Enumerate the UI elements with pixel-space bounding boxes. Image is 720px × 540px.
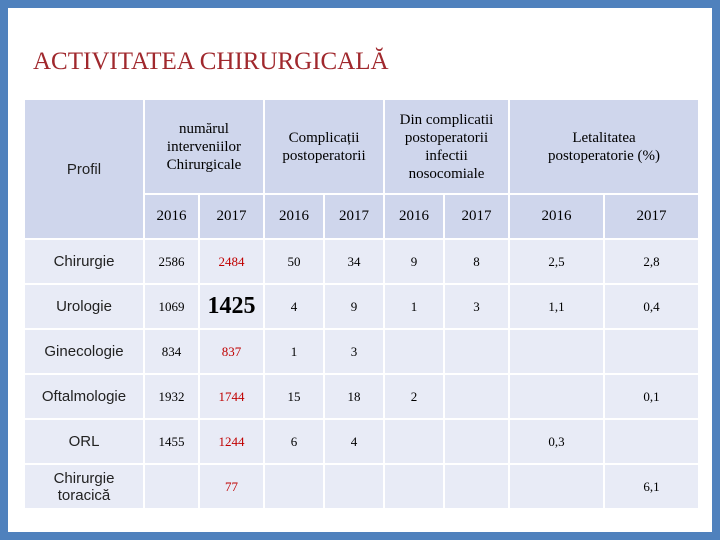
header-cell: Profil (25, 100, 145, 240)
table-cell: 6 (265, 420, 325, 465)
table-cell: 3 (325, 330, 385, 375)
row-label: Ginecologie (25, 330, 145, 375)
table-cell: 77 (200, 465, 265, 510)
table-cell: 6,1 (605, 465, 700, 510)
year-cell: 2016 (385, 195, 445, 240)
table-cell (265, 465, 325, 510)
row-label: Oftalmologie (25, 375, 145, 420)
table-cell (605, 330, 700, 375)
table-cell: 9 (385, 240, 445, 285)
table-cell: 1069 (145, 285, 200, 330)
table-cell: 18 (325, 375, 385, 420)
year-cell: 2017 (605, 195, 700, 240)
table-cell: 1244 (200, 420, 265, 465)
table-cell (145, 465, 200, 510)
table-cell: 34 (325, 240, 385, 285)
table-cell (510, 465, 605, 510)
table-cell (385, 465, 445, 510)
table-cell (445, 330, 510, 375)
table-cell: 1932 (145, 375, 200, 420)
year-cell: 2016 (265, 195, 325, 240)
table-cell (385, 420, 445, 465)
table-cell: 837 (200, 330, 265, 375)
table-cell (445, 420, 510, 465)
table-cell: 3 (445, 285, 510, 330)
year-cell: 2016 (510, 195, 605, 240)
table-cell (605, 420, 700, 465)
table-cell: 2586 (145, 240, 200, 285)
table-cell: 0,4 (605, 285, 700, 330)
table-cell: 1,1 (510, 285, 605, 330)
year-cell: 2017 (445, 195, 510, 240)
table-cell: 834 (145, 330, 200, 375)
table-cell: 0,1 (605, 375, 700, 420)
table-cell (445, 375, 510, 420)
row-label: Chirurgie toracică (25, 465, 145, 510)
slide-title: ACTIVITATEA CHIRURGICALĂ (33, 48, 389, 75)
year-cell: 2016 (145, 195, 200, 240)
row-label: Chirurgie (25, 240, 145, 285)
table-cell: 0,3 (510, 420, 605, 465)
table-cell: 1 (385, 285, 445, 330)
year-cell: 2017 (325, 195, 385, 240)
year-cell: 2017 (200, 195, 265, 240)
table-cell: 2,5 (510, 240, 605, 285)
slide: ACTIVITATEA CHIRURGICALĂ Profil numărul i… (8, 8, 712, 532)
table-cell: 8 (445, 240, 510, 285)
table-cell: 1455 (145, 420, 200, 465)
table-cell: 1 (265, 330, 325, 375)
table-cell: 2,8 (605, 240, 700, 285)
table-cell (385, 330, 445, 375)
table-cell (445, 465, 510, 510)
header-cell: Letalitatea postoperatorie (%) (510, 100, 700, 195)
table-cell: 1744 (200, 375, 265, 420)
table-cell (510, 330, 605, 375)
row-label: ORL (25, 420, 145, 465)
table-cell: 4 (325, 420, 385, 465)
table-cell: 4 (265, 285, 325, 330)
header-cell: Complicații postoperatorii (265, 100, 385, 195)
header-cell: numărul interveniilor Chirurgicale (145, 100, 265, 195)
row-label: Urologie (25, 285, 145, 330)
table-cell (510, 375, 605, 420)
table-cell: 9 (325, 285, 385, 330)
table-cell: 15 (265, 375, 325, 420)
table-cell (325, 465, 385, 510)
table-cell: 1425 (200, 285, 265, 330)
table-cell: 2 (385, 375, 445, 420)
table-cell: 2484 (200, 240, 265, 285)
table-cell: 50 (265, 240, 325, 285)
header-cell: Din complicatii postoperatorii infectii … (385, 100, 510, 195)
